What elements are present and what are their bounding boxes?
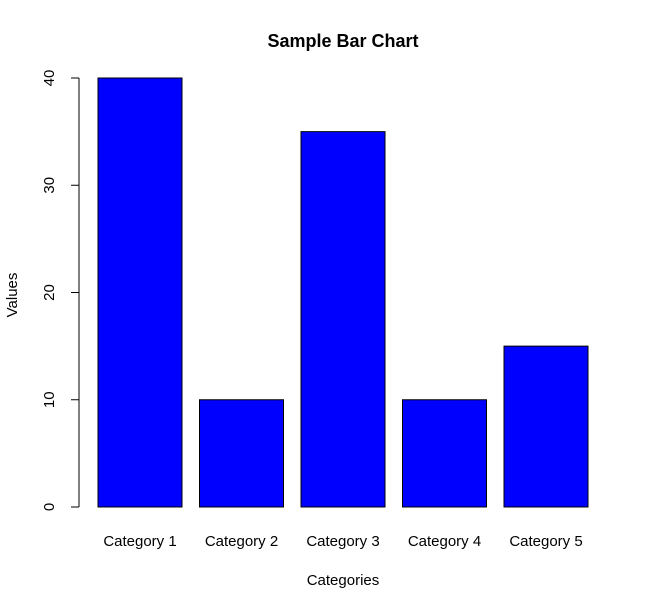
bar [199,399,284,508]
x-tick-labels: Category 1 Category 2 Category 3 Category 4… [103,533,582,550]
y-tick-label: 40 [41,70,58,87]
y-axis: 0 10 20 30 40 [41,70,80,511]
bar [503,345,589,508]
y-tick-label: 30 [41,177,58,194]
bars-group [97,77,589,508]
y-tick-label: 10 [41,391,58,408]
x-tick-label: Category 2 [205,533,278,550]
bar [402,399,487,508]
bar [300,131,386,508]
x-tick-label: Category 4 [408,533,481,550]
x-tick-label: Category 5 [509,533,582,550]
chart-title: Sample Bar Chart [267,31,418,51]
x-tick-label: Category 3 [306,533,379,550]
x-axis-label: Categories [307,572,380,589]
y-axis-label: Values [4,273,21,318]
bar [97,77,183,508]
y-tick-label: 20 [41,284,58,301]
x-tick-label: Category 1 [103,533,176,550]
y-tick-label: 0 [41,503,58,511]
